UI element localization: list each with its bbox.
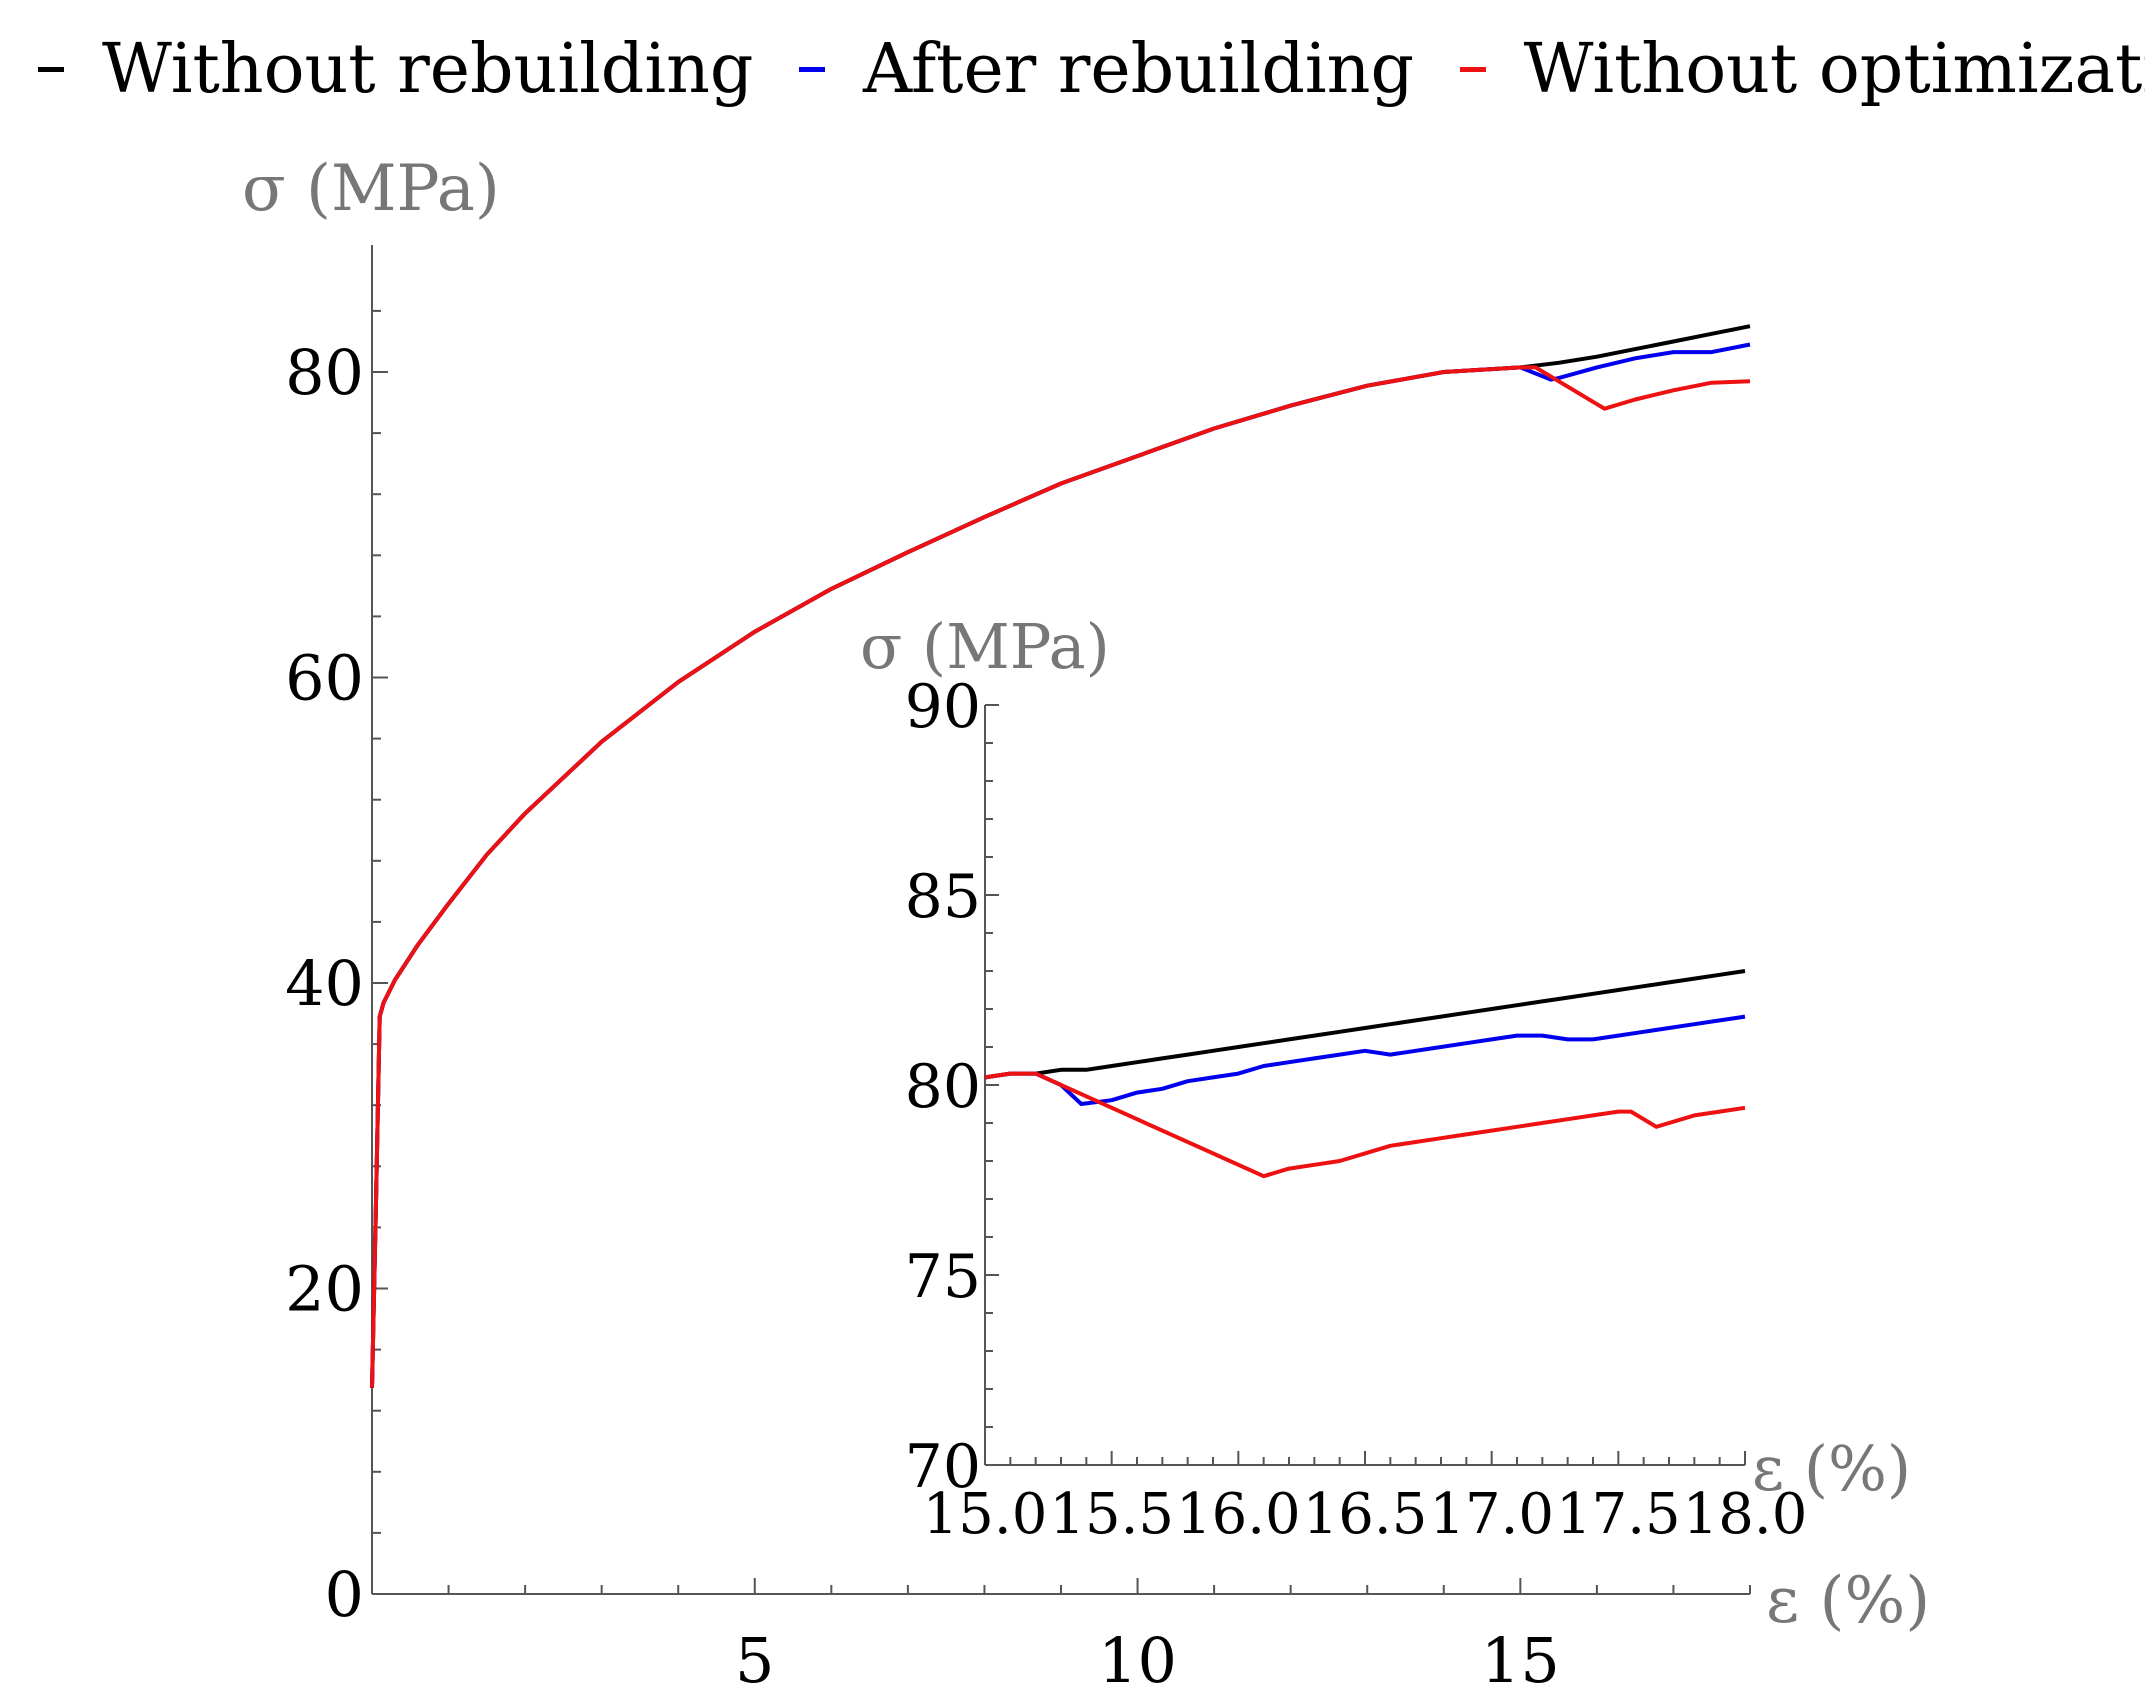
inset-x-tick-label: 17.5 <box>1556 1482 1681 1547</box>
main-y-tick-label: 0 <box>325 1558 364 1631</box>
main-x-tick-label: 10 <box>1098 1624 1177 1697</box>
main-y-tick-label: 60 <box>285 642 364 715</box>
inset-x-tick-label: 16.5 <box>1303 1482 1428 1547</box>
inset-x-tick-label: 18.0 <box>1683 1482 1808 1547</box>
legend-item-without-rebuilding[interactable]: Without rebuilding <box>38 25 753 109</box>
legend-label: Without optimization <box>1523 29 2145 109</box>
inset-x-tick-label: 16.0 <box>1176 1482 1301 1547</box>
main-x-tick-label: 15 <box>1481 1624 1560 1697</box>
main-y-tick-label: 20 <box>285 1253 364 1326</box>
inset-y-tick-label: 85 <box>905 862 981 932</box>
inset-y-tick-label: 80 <box>905 1052 981 1122</box>
inset-series-line-1 <box>984 1014 1746 1106</box>
legend-swatch-black <box>38 66 64 72</box>
main-x-tick-label: 5 <box>735 1624 774 1697</box>
inset-y-tick-label: 70 <box>905 1432 981 1502</box>
legend-label: After rebuilding <box>863 29 1414 109</box>
inset-background <box>845 620 1765 1540</box>
inset-y-tick-label: 90 <box>905 672 981 742</box>
inset-x-tick-label: 17.0 <box>1429 1482 1554 1547</box>
main-y-tick-label: 80 <box>285 336 364 409</box>
inset-x-tick-label: 15.0 <box>923 1482 1048 1547</box>
main-series-line-2 <box>370 365 1751 1388</box>
main-plot: 0 20 40 60 80 5 10 15 σ (MPa) ε (%) <box>242 152 1930 1697</box>
inset-y-tick-label: 75 <box>905 1242 981 1312</box>
legend-label: Without rebuilding <box>102 29 754 109</box>
legend-swatch-blue <box>799 66 826 72</box>
legend-item-without-optimization[interactable]: Without optimization <box>1459 25 2145 109</box>
inset-series-line-0 <box>984 969 1746 1080</box>
main-y-axis-title: σ (MPa) <box>242 152 500 226</box>
inset-series-line-2 <box>984 1071 1746 1179</box>
main-x-axis-title: ε (%) <box>1766 1564 1930 1638</box>
inset-plot: 70 75 80 85 90 15.0 15.5 16.0 16.5 17.0 17.5 18.0 σ … <box>845 610 1911 1547</box>
inset-y-axis-title: σ (MPa) <box>860 610 1110 683</box>
inset-x-axis-title: ε (%) <box>1752 1432 1911 1505</box>
legend-item-after-rebuilding[interactable]: After rebuilding <box>799 25 1414 109</box>
legend-swatch-red <box>1459 66 1486 72</box>
main-y-tick-label: 40 <box>285 947 364 1020</box>
legend: Without rebuilding After rebuilding With… <box>38 22 2145 112</box>
inset-x-tick-label: 15.5 <box>1049 1482 1174 1547</box>
